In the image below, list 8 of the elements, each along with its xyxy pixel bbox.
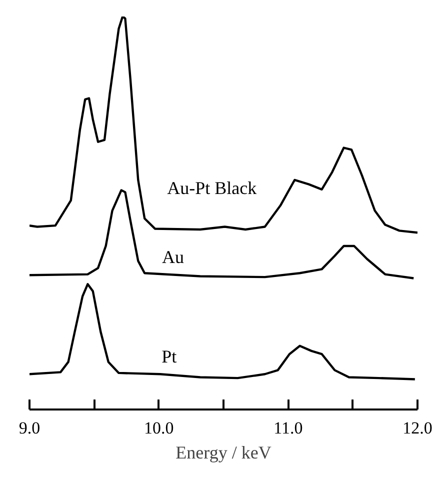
series-label: Au	[162, 247, 184, 268]
series-label: Pt	[162, 346, 177, 366]
x-tick-label: 9.0	[18, 418, 40, 438]
x-tick-label: 10.0	[144, 418, 174, 438]
x-tick-label: 11.0	[274, 418, 303, 438]
x-tick-label: 12.0	[402, 418, 432, 438]
x-axis-title: Energy / keV	[176, 442, 272, 462]
series-label: Au-Pt Black	[167, 178, 257, 198]
